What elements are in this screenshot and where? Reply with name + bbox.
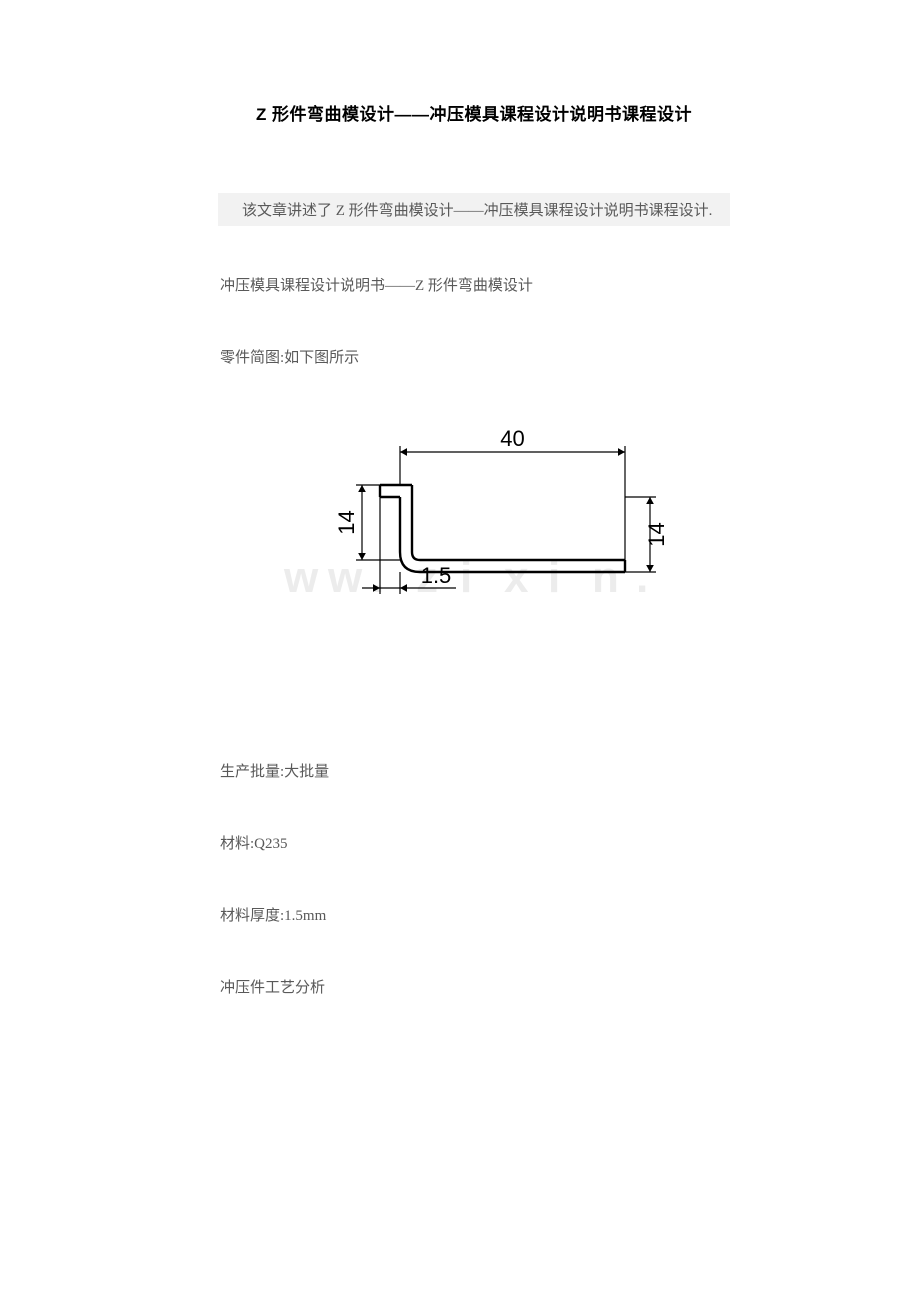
svg-text:40: 40	[500, 426, 524, 451]
paragraph-6: 冲压件工艺分析	[218, 976, 730, 1000]
paragraph-4: 材料:Q235	[218, 832, 730, 856]
svg-text:.: .	[636, 553, 648, 602]
page-title: Z 形件弯曲模设计——冲压模具课程设计说明书课程设计	[218, 100, 730, 125]
svg-text:w: w	[283, 553, 319, 602]
paragraph-5: 材料厚度:1.5mm	[218, 904, 730, 928]
paragraph-2: 零件简图:如下图所示	[218, 346, 730, 370]
z-part-svg: www.zixin.com.cn4014141.5	[280, 420, 668, 650]
paragraph-1: 冲压模具课程设计说明书——Z 形件弯曲模设计	[218, 274, 730, 298]
svg-text:1.5: 1.5	[421, 563, 452, 588]
paragraph-3: 生产批量:大批量	[218, 760, 730, 784]
svg-text:14: 14	[644, 522, 668, 546]
svg-text:14: 14	[334, 510, 359, 534]
part-diagram: www.zixin.com.cn4014141.5	[218, 420, 730, 650]
summary-highlight: 该文章讲述了 Z 形件弯曲模设计——冲压模具课程设计说明书课程设计.	[218, 193, 730, 226]
